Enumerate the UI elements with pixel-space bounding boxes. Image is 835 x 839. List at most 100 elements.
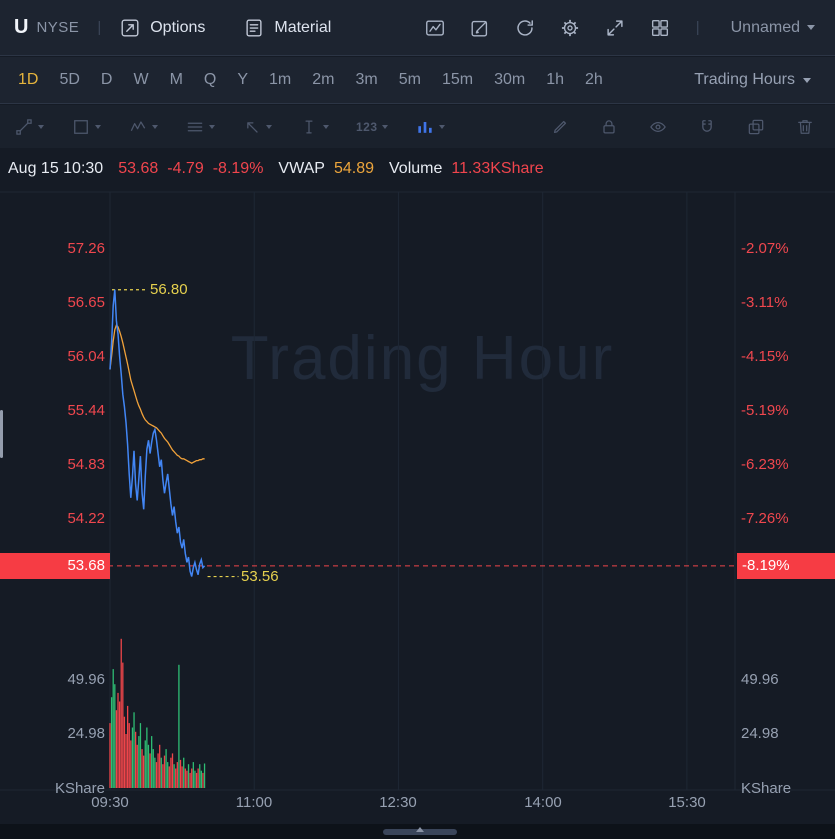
timeframe-tab-2h[interactable]: 2h [585, 71, 603, 88]
fullscreen-icon [607, 19, 623, 36]
high-annotation: 56.80 [150, 281, 188, 298]
timeframe-tab-5d[interactable]: 5D [59, 71, 80, 88]
last-price: 53.68 [118, 160, 159, 177]
material-menu-button[interactable]: Material [243, 17, 331, 39]
magnet-button[interactable] [697, 117, 717, 137]
chevron-down-icon [323, 124, 329, 129]
pattern-tool-button[interactable] [415, 117, 445, 137]
watermark: Trading Hour [230, 324, 615, 393]
lines-tool-button[interactable] [185, 117, 215, 137]
settings-button[interactable] [559, 17, 581, 39]
layout-grid-button[interactable] [649, 17, 671, 39]
lock-icon [603, 119, 615, 133]
low-annotation: 53.56 [241, 568, 279, 585]
material-icon [246, 19, 262, 36]
fullscreen-button[interactable] [604, 17, 626, 39]
chart-canvas[interactable] [0, 192, 835, 790]
exchange-label: NYSE [36, 19, 80, 36]
compose-note-button[interactable] [469, 17, 491, 39]
time-axis-label: 15:30 [668, 794, 706, 811]
options-menu-button[interactable]: Options [119, 17, 205, 39]
numbers-tool-button[interactable]: 123 [356, 120, 388, 134]
chevron-down-icon [438, 124, 445, 129]
time-axis-label: 09:30 [91, 794, 129, 811]
trendline-tool-button[interactable] [14, 117, 44, 137]
arrow-tool-button[interactable] [242, 117, 272, 137]
timeframe-tab-d[interactable]: D [100, 71, 113, 88]
trash-icon [798, 119, 812, 134]
timeframe-tab-m[interactable]: M [169, 71, 183, 88]
chevron-down-icon [266, 124, 272, 129]
chevron-down-icon [209, 124, 215, 129]
workspace-selector[interactable]: Unnamed [725, 18, 821, 38]
session-selector[interactable]: Trading Hours [688, 70, 817, 90]
compose-icon [471, 20, 487, 36]
price-axis-label: 54.22 [67, 510, 105, 527]
quote-timestamp: Aug 15 10:30 [8, 160, 104, 177]
drawing-toolbar: 123 [0, 105, 835, 148]
text-tool-button[interactable] [299, 117, 329, 137]
timeframe-tab-5m[interactable]: 5m [398, 71, 421, 88]
vertical-scrollbar-handle[interactable] [0, 410, 3, 458]
pct-axis-label: -6.23% [741, 456, 789, 473]
eye-icon [650, 121, 666, 132]
volume-value: 11.33KShare [451, 160, 544, 177]
pct-axis-label: -3.11% [741, 294, 788, 311]
last-price-badge: 53.68 [0, 553, 110, 579]
delete-button[interactable] [795, 117, 815, 137]
time-axis-label: 12:30 [379, 794, 417, 811]
chevron-down-icon [381, 124, 388, 129]
visibility-button[interactable] [648, 117, 668, 137]
volume-unit-right: KShare [741, 780, 792, 797]
wave-tool-icon [130, 120, 146, 131]
volume-label: Volume [389, 160, 443, 177]
timeframe-tab-w[interactable]: W [133, 71, 149, 88]
rectangle-tool-icon [74, 119, 88, 134]
price-change: -4.79 [167, 160, 204, 177]
price-axis-label: 56.04 [67, 348, 105, 365]
price-axis-label: 54.83 [67, 456, 105, 473]
time-axis-label: 14:00 [524, 794, 562, 811]
pct-axis-label: -2.07% [741, 240, 789, 257]
gear-icon [561, 19, 578, 36]
refresh-button[interactable] [514, 17, 536, 39]
volume-unit-left: KShare [54, 780, 105, 797]
timeframe-tab-1d[interactable]: 1D [18, 71, 39, 88]
divider: | [695, 19, 700, 36]
horizontal-scrollbar-handle[interactable] [383, 829, 457, 835]
options-menu-label: Options [150, 18, 206, 36]
shape-tool-button[interactable] [71, 117, 101, 137]
top-toolbar: U NYSE | Options Material [0, 0, 835, 56]
magnet-icon [702, 119, 712, 132]
timeframe-tab-3m[interactable]: 3m [355, 71, 378, 88]
price-change-pct: -8.19% [212, 160, 264, 177]
refresh-icon [517, 19, 533, 36]
histogram-tool-icon [417, 121, 432, 133]
timeframe-tab-q[interactable]: Q [203, 71, 217, 88]
toolbar-right-actions [550, 117, 821, 137]
wave-tool-button[interactable] [128, 117, 158, 137]
timeframe-tab-y[interactable]: Y [237, 71, 249, 88]
symbol-ticker: U [14, 16, 29, 38]
timeframe-tab-30m[interactable]: 30m [494, 71, 526, 88]
timeframe-bar: 1D 5D D W M Q Y 1m 2m 3m 5m 15m 30m 1h 2… [0, 57, 835, 104]
material-menu-label: Material [274, 18, 332, 36]
horizontal-scrollbar[interactable] [0, 824, 835, 839]
compare-windows-icon [748, 119, 764, 134]
compare-button[interactable] [746, 117, 766, 137]
arrow-tool-icon [247, 121, 258, 133]
timeframe-tab-15m[interactable]: 15m [441, 71, 474, 88]
timeframe-tab-2m[interactable]: 2m [312, 71, 335, 88]
chevron-down-icon [803, 77, 811, 83]
time-axis-label: 11:00 [235, 794, 273, 811]
price-axis-label: 55.44 [67, 402, 105, 419]
chart-snapshot-button[interactable] [424, 17, 446, 39]
chevron-up-icon [416, 827, 424, 832]
lock-button[interactable] [599, 117, 619, 137]
chevron-down-icon [152, 124, 158, 129]
timeframe-tab-1h[interactable]: 1h [546, 71, 565, 88]
timeframe-tab-1m[interactable]: 1m [269, 71, 292, 88]
brush-button[interactable] [550, 117, 570, 137]
layout-grid-icon [651, 19, 668, 36]
quote-bar: Aug 15 10:30 53.68 -4.79 -8.19% VWAP 54.… [0, 148, 835, 190]
